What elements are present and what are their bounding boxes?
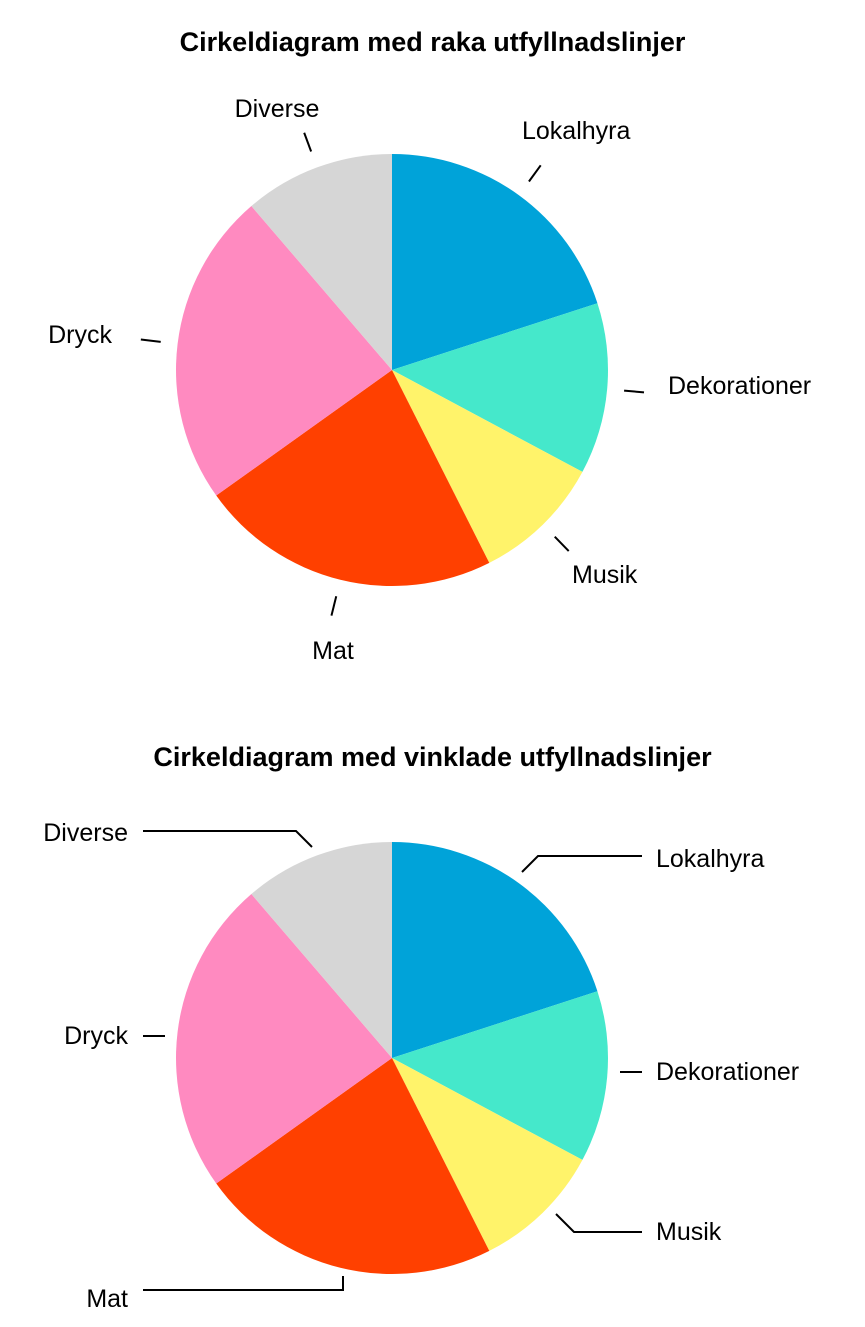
slice-label-musik: Musik [572, 561, 638, 589]
slice-label-mat: Mat [86, 1285, 128, 1313]
leader-line-dekorationer [624, 389, 645, 394]
pie-slice-mat [216, 370, 490, 586]
leader-line-lokalhyra [521, 855, 642, 873]
pie-slice-mat [216, 1058, 490, 1274]
chart-title-angled-leaders: Cirkeldiagram med vinklade utfyllnadslin… [153, 742, 712, 772]
slice-label-dryck: Dryck [64, 1022, 128, 1050]
pie-slice-diverse [251, 154, 392, 370]
leader-line-diverse [143, 830, 313, 848]
pie-slice-dekorationer [392, 991, 609, 1160]
pie-slice-lokalhyra [392, 842, 598, 1058]
slice-label-dekorationer: Dekorationer [668, 372, 811, 400]
pie-slice-dekorationer [392, 303, 609, 472]
slice-label-dekorationer: Dekorationer [656, 1058, 799, 1086]
leader-line-musik [554, 536, 570, 552]
pie-slice-lokalhyra [392, 154, 598, 370]
slice-label-dryck: Dryck [48, 321, 112, 349]
pie-chart-angled-leaders: Lokalhyra Dekorationer Musik Mat Dryck Divers… [43, 819, 799, 1313]
leader-line-mat [143, 1276, 344, 1291]
slice-label-mat: Mat [312, 637, 354, 665]
pie-chart-straight-leaders: Lokalhyra Dekorationer Musik Mat Dryck Divers… [48, 95, 811, 665]
leader-line-dryck [140, 338, 161, 343]
slice-label-lokalhyra: Lokalhyra [522, 117, 630, 145]
pie-slice-dryck [176, 894, 392, 1184]
chart-title-straight-leaders: Cirkeldiagram med raka utfyllnadslinjer [179, 27, 686, 57]
leader-line-lokalhyra [528, 164, 542, 183]
leader-line-musik [555, 1213, 642, 1233]
leader-line-mat [330, 595, 338, 616]
pie-slice-dryck [176, 206, 392, 496]
pie-slice-musik [392, 370, 583, 563]
slice-label-diverse: Diverse [43, 819, 128, 847]
leader-line-diverse [303, 132, 313, 152]
slice-label-lokalhyra: Lokalhyra [656, 845, 764, 873]
slice-label-musik: Musik [656, 1218, 722, 1246]
pie-slice-diverse [251, 842, 392, 1058]
pie-slice-musik [392, 1058, 583, 1251]
slice-label-diverse: Diverse [235, 95, 320, 123]
